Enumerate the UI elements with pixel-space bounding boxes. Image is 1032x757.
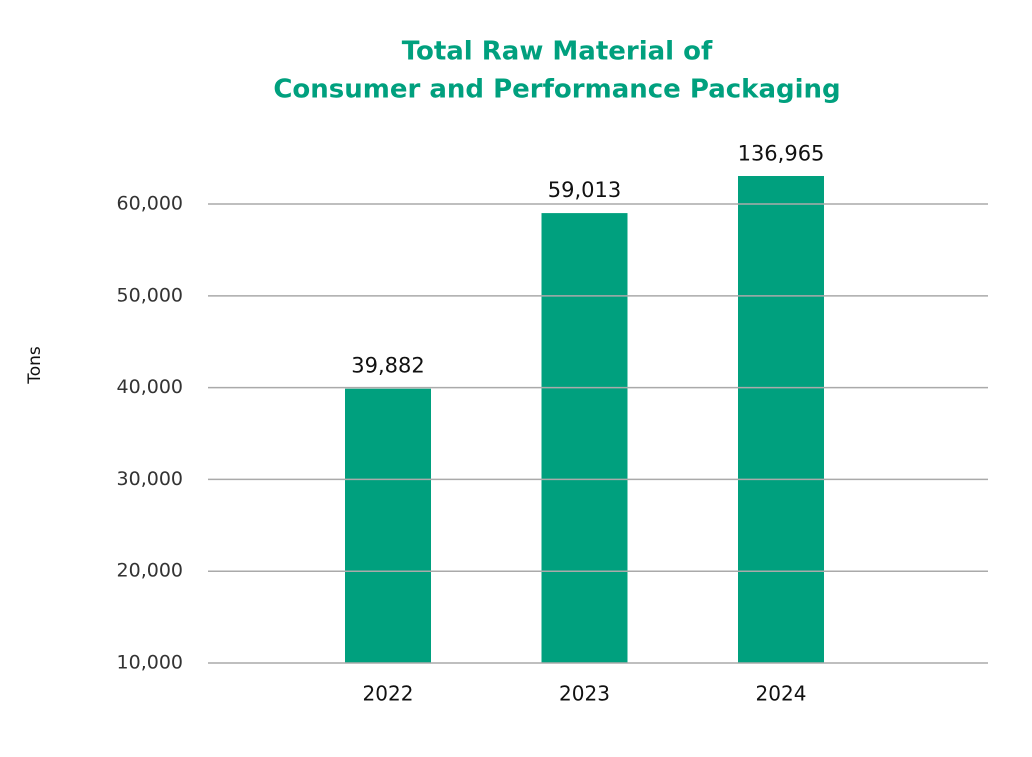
plot-area (345, 176, 824, 663)
value-label: 59,013 (548, 178, 621, 202)
value-label: 39,882 (351, 354, 424, 378)
x-tick-label: 2022 (363, 682, 414, 706)
chart-title: Consumer and Performance Packaging (273, 75, 840, 105)
y-tick-label: 30,000 (117, 468, 183, 490)
y-tick-label: 50,000 (117, 284, 183, 306)
bar (738, 176, 824, 663)
y-tick-label: 60,000 (117, 193, 183, 215)
chart-title: Total Raw Material of (402, 37, 713, 67)
y-tick-label: 20,000 (117, 560, 183, 582)
bar (345, 388, 431, 663)
y-tick-label: 10,000 (117, 652, 183, 674)
bar (541, 213, 628, 663)
y-tick-label: 40,000 (117, 376, 183, 398)
value-label: 136,965 (738, 142, 825, 166)
y-axis-label: Tons (25, 346, 45, 385)
x-tick-label: 2024 (756, 682, 807, 706)
x-tick-label: 2023 (559, 682, 610, 706)
